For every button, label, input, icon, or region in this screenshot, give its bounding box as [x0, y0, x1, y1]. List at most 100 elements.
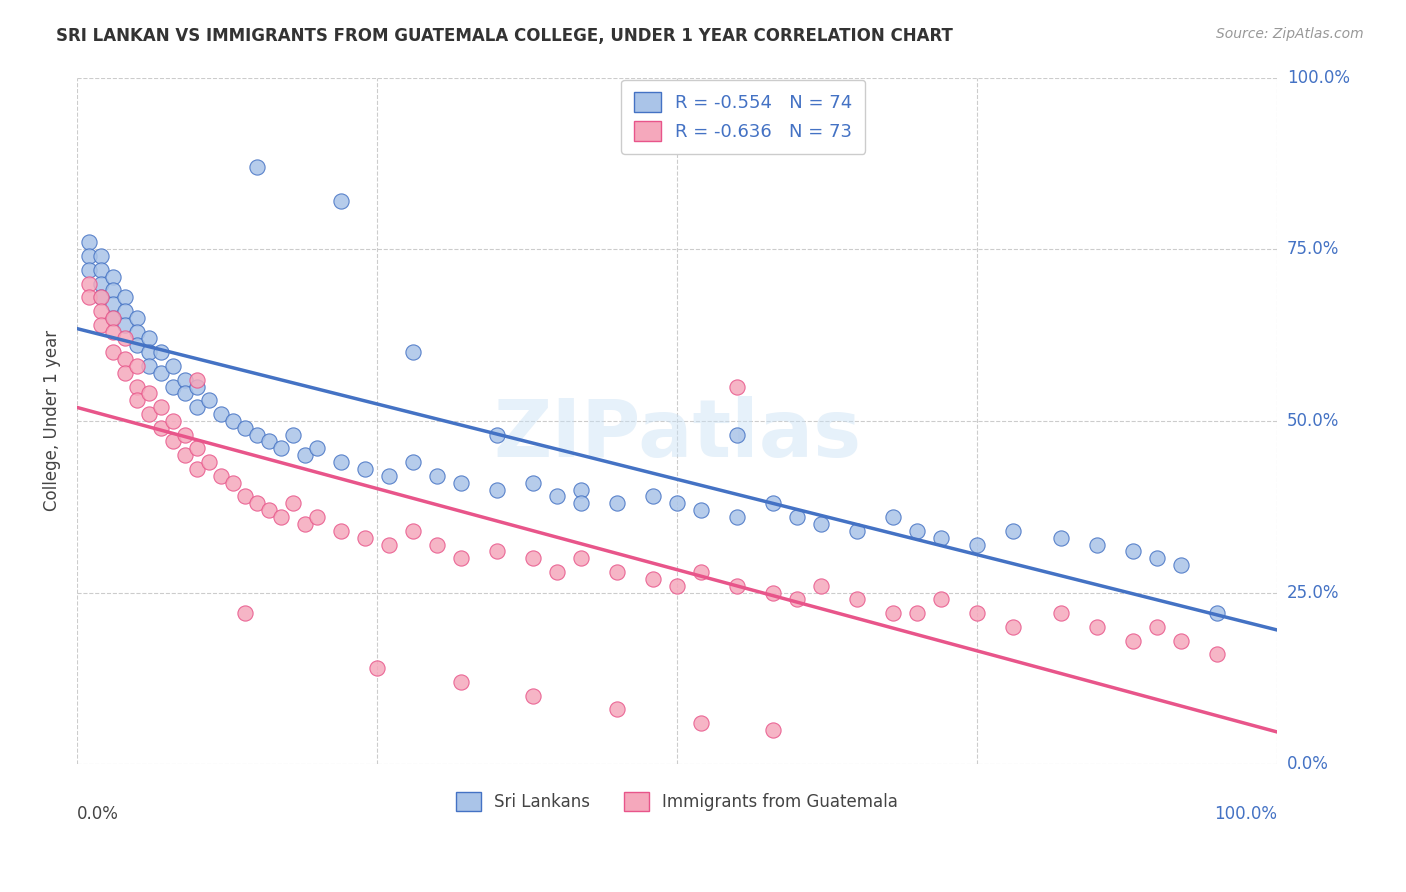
- Point: [90, 290, 112, 304]
- Point: [209, 468, 232, 483]
- Point: [186, 400, 208, 414]
- Point: [762, 723, 785, 737]
- Point: [101, 310, 124, 325]
- Point: [846, 524, 869, 538]
- Point: [450, 475, 472, 490]
- Point: [90, 290, 112, 304]
- Point: [101, 269, 124, 284]
- Point: [162, 359, 184, 373]
- Point: [150, 366, 173, 380]
- Point: [77, 262, 100, 277]
- Text: 0.0%: 0.0%: [1286, 756, 1329, 773]
- Point: [127, 393, 149, 408]
- Point: [198, 455, 221, 469]
- Point: [810, 516, 832, 531]
- Point: [606, 496, 628, 510]
- Point: [690, 716, 713, 731]
- Point: [162, 379, 184, 393]
- Point: [281, 427, 304, 442]
- Point: [138, 345, 160, 359]
- Point: [569, 483, 592, 497]
- Point: [606, 565, 628, 579]
- Point: [162, 434, 184, 449]
- Point: [246, 160, 269, 174]
- Point: [905, 524, 928, 538]
- Point: [643, 572, 665, 586]
- Point: [114, 290, 136, 304]
- Point: [330, 194, 353, 208]
- Point: [90, 304, 112, 318]
- Point: [138, 331, 160, 345]
- Point: [366, 661, 388, 675]
- Point: [690, 503, 713, 517]
- Point: [450, 674, 472, 689]
- Point: [1050, 606, 1073, 620]
- Point: [77, 277, 100, 291]
- Point: [486, 483, 509, 497]
- Y-axis label: College, Under 1 year: College, Under 1 year: [44, 330, 60, 511]
- Point: [666, 579, 689, 593]
- Point: [522, 475, 544, 490]
- Point: [150, 421, 173, 435]
- Point: [929, 531, 952, 545]
- Point: [174, 386, 197, 401]
- Point: [810, 579, 832, 593]
- Point: [174, 448, 197, 462]
- Point: [725, 379, 748, 393]
- Point: [606, 702, 628, 716]
- Point: [426, 537, 449, 551]
- Point: [307, 442, 329, 456]
- Point: [546, 565, 568, 579]
- Point: [257, 434, 280, 449]
- Point: [186, 442, 208, 456]
- Point: [1206, 648, 1229, 662]
- Point: [294, 516, 316, 531]
- Point: [762, 585, 785, 599]
- Point: [1002, 620, 1025, 634]
- Point: [257, 503, 280, 517]
- Point: [270, 442, 292, 456]
- Point: [114, 352, 136, 367]
- Point: [725, 510, 748, 524]
- Point: [1002, 524, 1025, 538]
- Text: 100.0%: 100.0%: [1286, 69, 1350, 87]
- Point: [966, 537, 988, 551]
- Point: [90, 277, 112, 291]
- Point: [1122, 633, 1144, 648]
- Point: [569, 496, 592, 510]
- Point: [198, 393, 221, 408]
- Point: [127, 310, 149, 325]
- Point: [522, 551, 544, 566]
- Point: [127, 338, 149, 352]
- Point: [233, 606, 256, 620]
- Point: [127, 359, 149, 373]
- Point: [222, 475, 245, 490]
- Point: [77, 249, 100, 263]
- Point: [426, 468, 449, 483]
- Point: [114, 304, 136, 318]
- Point: [307, 510, 329, 524]
- Point: [882, 606, 904, 620]
- Point: [174, 427, 197, 442]
- Point: [101, 297, 124, 311]
- Point: [1146, 551, 1168, 566]
- Point: [77, 290, 100, 304]
- Point: [138, 407, 160, 421]
- Point: [354, 531, 377, 545]
- Point: [786, 592, 808, 607]
- Point: [101, 310, 124, 325]
- Point: [1206, 606, 1229, 620]
- Point: [1085, 620, 1108, 634]
- Point: [725, 579, 748, 593]
- Point: [762, 496, 785, 510]
- Point: [690, 565, 713, 579]
- Point: [114, 366, 136, 380]
- Point: [1085, 537, 1108, 551]
- Point: [150, 345, 173, 359]
- Point: [90, 318, 112, 332]
- Point: [966, 606, 988, 620]
- Point: [138, 386, 160, 401]
- Point: [246, 427, 269, 442]
- Point: [330, 455, 353, 469]
- Point: [378, 468, 401, 483]
